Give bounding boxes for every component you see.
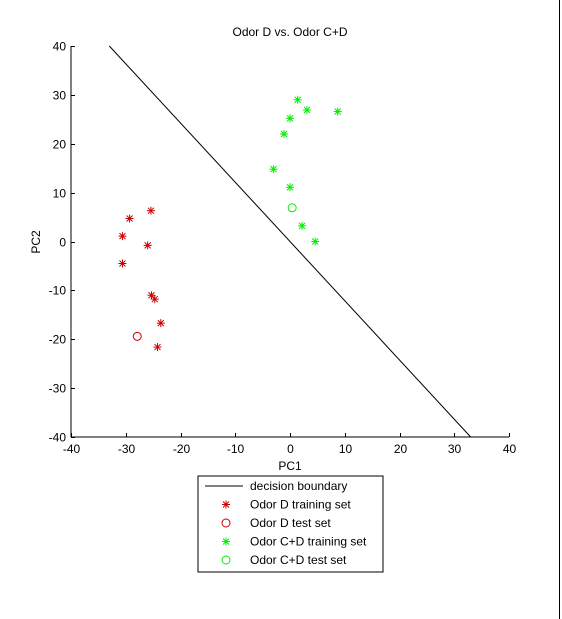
marker-circle xyxy=(287,203,297,213)
legend: decision boundary Odor D training set Odor… xyxy=(197,475,384,573)
legend-marker-odor-d-test-set xyxy=(221,518,231,528)
marker-stroke xyxy=(222,538,230,545)
point-odor-d-training-set xyxy=(146,206,155,215)
x-tick-label: 30 xyxy=(448,442,462,456)
point-odor-c-plus-d-test-set xyxy=(287,203,297,213)
point-odor-c-plus-d-training-set xyxy=(286,183,294,192)
point-odor-d-training-set xyxy=(118,232,127,241)
point-odor-c-plus-d-training-set xyxy=(293,95,302,104)
marker-stroke xyxy=(126,215,133,222)
point-odor-c-plus-d-training-set xyxy=(286,114,294,123)
point-odor-c-plus-d-training-set xyxy=(298,221,307,230)
point-odor-c-plus-d-training-set xyxy=(311,237,320,246)
point-odor-d-test-set xyxy=(132,331,142,341)
legend-marker-odor-c-plus-d-test-set xyxy=(221,555,231,565)
legend-label-odor-c-plus-d-training-set: Odor C+D training set xyxy=(250,535,367,549)
legend-label-decision-boundary: decision boundary xyxy=(250,479,347,493)
axes: -40 -30 -20 -10 0 10 20 30 40 -40 -30 -20 -10 0 10 20 30… xyxy=(49,40,517,457)
point-odor-c-plus-d-training-set xyxy=(269,165,278,174)
data-points-layer xyxy=(118,95,342,352)
marker-stroke xyxy=(294,96,302,104)
y-tick-label: 10 xyxy=(53,187,67,201)
decision-boundary-layer xyxy=(108,45,472,438)
x-tick-label: 10 xyxy=(339,442,353,456)
y-tick-label: -20 xyxy=(49,333,67,347)
legend-label-odor-c-plus-d-test-set: Odor C+D test set xyxy=(250,553,347,567)
marker-stroke xyxy=(303,106,311,114)
legend-marker-odor-c-plus-d-training-set xyxy=(222,537,230,546)
marker-circle xyxy=(221,555,231,565)
marker-circle xyxy=(132,331,142,341)
point-odor-d-training-set xyxy=(153,343,162,352)
x-tick-label: -40 xyxy=(63,442,81,456)
point-odor-c-plus-d-training-set xyxy=(302,106,311,115)
marker-stroke xyxy=(119,260,126,267)
marker-stroke xyxy=(270,165,277,173)
legend-label-odor-d-test-set: Odor D test set xyxy=(250,516,331,530)
marker-stroke xyxy=(280,130,288,138)
marker-stroke xyxy=(157,319,165,327)
legend-marker-odor-d-training-set xyxy=(222,500,230,509)
y-tick-label: -40 xyxy=(49,431,67,445)
legend-box xyxy=(197,475,384,573)
window-edge-line xyxy=(559,0,560,619)
x-tick-label: 0 xyxy=(287,442,294,456)
point-odor-c-plus-d-training-set xyxy=(279,129,288,138)
decision-boundary-line xyxy=(108,45,472,438)
marker-stroke xyxy=(286,114,294,122)
marker-stroke xyxy=(119,232,126,240)
point-odor-c-plus-d-training-set xyxy=(333,107,342,116)
y-tick-label: 30 xyxy=(53,89,67,103)
marker-stroke xyxy=(298,222,306,230)
y-tick-label: -30 xyxy=(49,382,67,396)
marker-stroke xyxy=(334,108,341,115)
marker-stroke xyxy=(147,207,155,215)
x-axis-label: PC1 xyxy=(278,459,302,473)
marker-stroke xyxy=(148,291,155,299)
marker-stroke xyxy=(144,242,152,249)
marker-stroke xyxy=(154,343,161,351)
marker-stroke xyxy=(286,183,294,191)
x-tick-label: -30 xyxy=(118,442,136,456)
point-odor-d-training-set xyxy=(150,295,159,304)
x-tick-label: -20 xyxy=(173,442,191,456)
y-tick-label: 20 xyxy=(53,138,67,152)
legend-label-odor-d-training-set: Odor D training set xyxy=(250,498,351,512)
point-odor-d-training-set xyxy=(156,319,165,328)
point-odor-d-training-set xyxy=(118,259,127,268)
chart-title: Odor D vs. Odor C+D xyxy=(232,25,347,39)
y-axis-label: PC2 xyxy=(29,230,43,254)
x-tick-label: 40 xyxy=(503,442,517,456)
y-tick-label: -10 xyxy=(49,284,67,298)
x-tick-label: 20 xyxy=(394,442,408,456)
y-tick-label: 40 xyxy=(53,40,67,54)
marker-stroke xyxy=(222,501,230,508)
y-tick-label: 0 xyxy=(59,236,66,250)
marker-circle xyxy=(221,518,231,528)
x-tick-label: -10 xyxy=(227,442,245,456)
point-odor-d-training-set xyxy=(125,214,134,223)
marker-stroke xyxy=(151,295,159,303)
marker-stroke xyxy=(311,238,319,245)
point-odor-d-training-set xyxy=(143,241,152,250)
